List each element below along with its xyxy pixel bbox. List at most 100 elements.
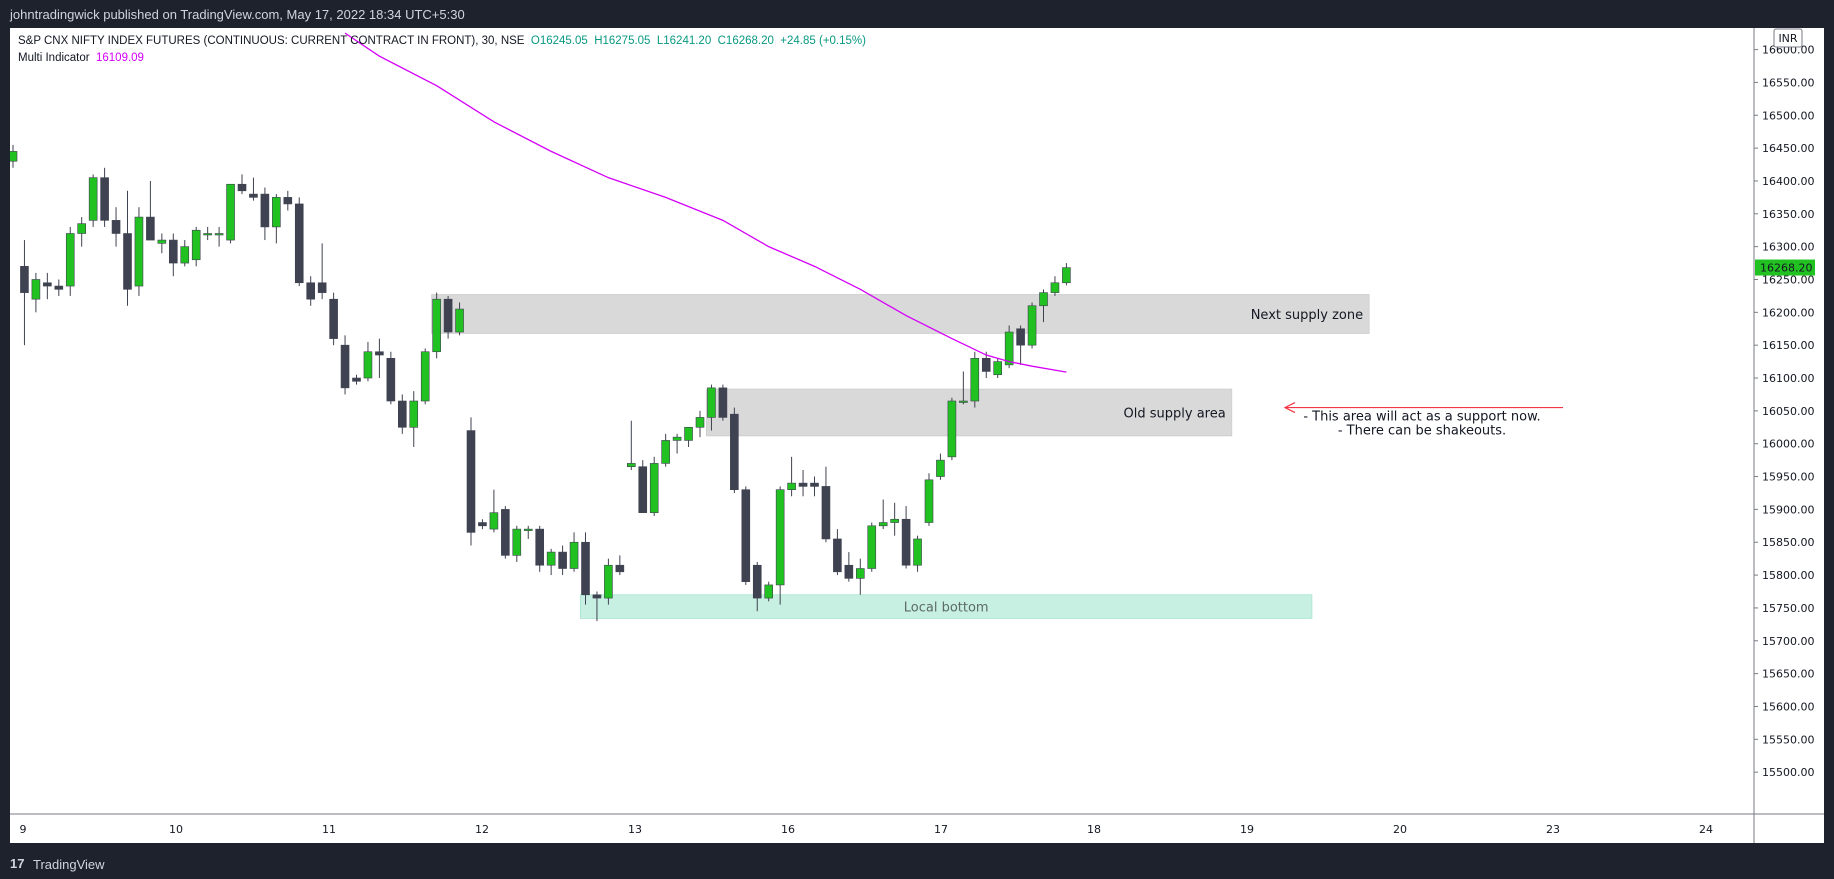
y-tick-label: 16400.00 <box>1762 175 1815 188</box>
candle-body <box>180 246 190 264</box>
y-tick-label: 15900.00 <box>1762 503 1815 516</box>
candle-body <box>867 525 877 569</box>
y-tick-label: 15550.00 <box>1762 733 1815 746</box>
y-tick-label: 15700.00 <box>1762 635 1815 648</box>
candle-body <box>294 203 304 284</box>
candle-body <box>592 594 602 599</box>
candle-body <box>947 400 957 458</box>
x-tick-label: 11 <box>322 823 336 836</box>
tradingview-logo-icon[interactable]: 17 <box>10 856 25 871</box>
x-tick-label: 17 <box>934 823 948 836</box>
y-tick-label: 16050.00 <box>1762 405 1815 418</box>
candle-body <box>169 239 178 264</box>
legend-high: H16275.05 <box>594 35 651 47</box>
legend-change: +24.85 (+0.15%) <box>780 35 866 47</box>
candle-body <box>157 239 167 244</box>
candle-body <box>993 361 1003 376</box>
y-tick-label: 16000.00 <box>1762 438 1815 451</box>
legend-symbol-line: S&P CNX NIFTY INDEX FUTURES (CONTINUOUS:… <box>18 35 866 47</box>
candle-body <box>54 285 64 290</box>
candle-body <box>959 400 968 403</box>
candle-body <box>397 400 407 428</box>
y-tick-label: 16300.00 <box>1762 241 1815 254</box>
candle-body <box>65 233 75 287</box>
candle-body <box>775 489 785 586</box>
candle-body <box>466 430 476 533</box>
candle-body <box>249 193 258 198</box>
legend-indicator-name: Multi Indicator <box>18 52 90 64</box>
y-tick-label: 15600.00 <box>1762 700 1815 713</box>
candle-body <box>420 351 430 402</box>
last-price-tag <box>1755 259 1815 276</box>
legend-close: C16268.20 <box>717 35 774 47</box>
candle-body <box>146 216 155 241</box>
x-tick-label: 20 <box>1393 823 1407 836</box>
y-tick-label: 16200.00 <box>1762 306 1815 319</box>
candle-body <box>810 482 819 487</box>
candle-body <box>936 459 945 477</box>
y-tick-label: 15850.00 <box>1762 536 1815 549</box>
x-tick-label: 19 <box>1240 823 1254 836</box>
candle-body <box>352 377 361 382</box>
candle-body <box>924 479 934 523</box>
candle-body <box>283 197 293 205</box>
candle-body <box>363 351 373 379</box>
tradingview-brand[interactable]: TradingView <box>33 857 105 872</box>
y-tick-label: 16250.00 <box>1762 273 1815 286</box>
candle-body <box>226 183 235 241</box>
x-tick-label: 13 <box>628 823 642 836</box>
candle-body <box>752 564 762 599</box>
candle-body <box>649 463 659 513</box>
annotation-line-1: - This area will act as a support now. <box>1303 410 1540 425</box>
x-tick-label: 9 <box>20 823 27 836</box>
x-tick-label: 24 <box>1699 823 1713 836</box>
candle-body <box>306 282 316 300</box>
y-tick-label: 15800.00 <box>1762 569 1815 582</box>
y-tick-label: 16100.00 <box>1762 372 1815 385</box>
candle-body <box>821 486 831 540</box>
candle-body <box>569 541 579 569</box>
y-tick-label: 15650.00 <box>1762 668 1815 681</box>
candle-body <box>833 538 842 573</box>
candle-body <box>443 298 453 333</box>
candle-body <box>501 509 510 556</box>
chart-svg[interactable]: Next supply zone Old supply area Local bot… <box>10 28 1824 843</box>
candle-body <box>672 436 682 441</box>
x-tick-label: 10 <box>169 823 183 836</box>
candle-body <box>214 233 224 236</box>
candle-body <box>409 400 419 428</box>
candle-body <box>913 538 922 566</box>
candle-body <box>1016 328 1025 346</box>
candle-body <box>237 183 247 192</box>
candle-body <box>707 387 716 418</box>
last-price-label: 16268.20 <box>1760 262 1813 275</box>
candle-body <box>855 568 865 579</box>
candle-body <box>1027 305 1037 346</box>
candle-body <box>558 551 567 569</box>
candle-body <box>88 177 98 221</box>
legend-indicator-value: 16109.09 <box>95 52 144 64</box>
annotation-line-2: - There can be shakeouts. <box>1338 424 1506 439</box>
footer-bar: 17 TradingView <box>0 849 1834 879</box>
arrow-head-icon <box>1283 402 1296 414</box>
candle-body <box>31 279 41 300</box>
candle-body <box>581 541 590 596</box>
x-tick-label: 18 <box>1087 823 1101 836</box>
candle-body <box>375 351 384 356</box>
legend-indicator-line: Multi Indicator 16109.09 <box>18 52 144 64</box>
y-tick-label: 15950.00 <box>1762 471 1815 484</box>
y-tick-label: 16350.00 <box>1762 208 1815 221</box>
currency-box[interactable] <box>1773 28 1803 48</box>
candle-body <box>730 413 739 490</box>
y-tick-label: 16450.00 <box>1762 142 1815 155</box>
x-tick-label: 12 <box>475 823 489 836</box>
candle-body <box>1039 292 1048 307</box>
candle-body <box>1004 331 1014 366</box>
candle-body <box>523 528 533 531</box>
candle-body <box>741 489 751 582</box>
y-tick-label: 16500.00 <box>1762 109 1815 122</box>
x-tick-label: 16 <box>781 823 795 836</box>
chart-frame[interactable]: Next supply zone Old supply area Local bot… <box>10 28 1824 843</box>
candle-body <box>615 564 625 573</box>
candle-body <box>43 282 52 287</box>
